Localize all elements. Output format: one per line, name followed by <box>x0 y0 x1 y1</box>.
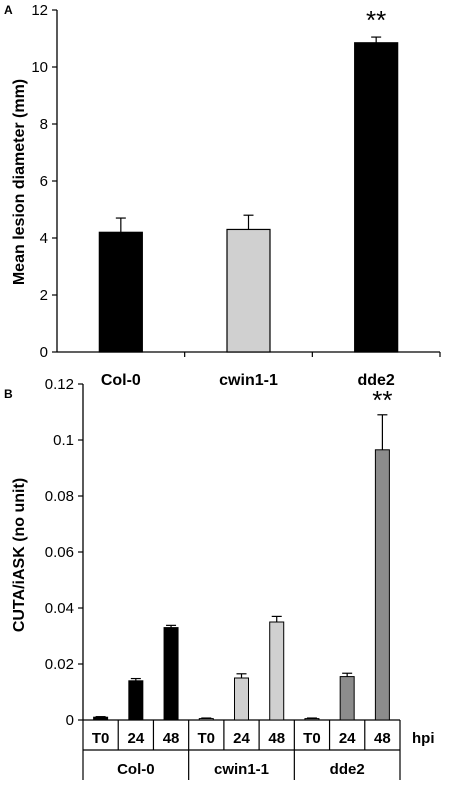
timepoint-label: T0 <box>303 730 321 747</box>
panel-a-chart: 0 2 4 6 8 10 12 Col-0 cwin1-1 dde2 ** <box>31 2 441 389</box>
y-tick-label: 0.02 <box>45 656 74 673</box>
x-tick-label: Col-0 <box>101 372 141 389</box>
panel-b-label: B <box>4 387 13 401</box>
group-label: cwin1-1 <box>214 761 269 778</box>
y-tick-label: 0.04 <box>45 600 74 617</box>
y-tick-label: 10 <box>31 59 48 76</box>
y-tick-label: 2 <box>40 287 48 304</box>
bar <box>163 627 179 721</box>
bar <box>374 449 390 721</box>
group-label: Col-0 <box>117 761 155 778</box>
timepoint-label: 24 <box>339 730 356 747</box>
y-tick-label: 8 <box>40 116 48 133</box>
timepoint-label: T0 <box>92 730 110 747</box>
bar <box>226 228 271 353</box>
y-tick-label: 0 <box>66 712 74 729</box>
bar <box>304 718 320 721</box>
panel-a-label: A <box>4 3 13 17</box>
timepoint-label: 48 <box>374 730 391 747</box>
timepoint-label: 48 <box>163 730 180 747</box>
group-label: dde2 <box>330 761 365 778</box>
y-tick-label: 6 <box>40 173 48 190</box>
timepoint-label: 48 <box>268 730 285 747</box>
bar <box>234 677 249 721</box>
y-tick-label: 0.1 <box>53 432 74 449</box>
panel-a: A Mean lesion diameter (mm) 0 2 4 6 8 10 12 Col… <box>4 2 441 389</box>
x-tick-label: cwin1-1 <box>219 372 278 389</box>
panel-b-chart: 0 0.02 0.04 0.06 0.08 0.1 0.12 T0 24 48 Col-0 T0 24 4… <box>45 376 435 780</box>
bar <box>198 718 214 721</box>
bar <box>339 676 355 721</box>
significance-marker: ** <box>372 385 392 415</box>
timepoint-label: 24 <box>127 730 144 747</box>
bar <box>269 621 285 721</box>
time-unit-label: hpi <box>412 730 435 747</box>
timepoint-label: 24 <box>233 730 250 747</box>
bar <box>354 42 399 353</box>
y-tick-label: 0.12 <box>45 376 74 393</box>
panel-b-y-axis-label: CUTA/iASK (no unit) <box>11 478 28 632</box>
y-tick-label: 12 <box>31 2 48 19</box>
significance-marker: ** <box>366 5 386 35</box>
y-tick-label: 0.08 <box>45 488 74 505</box>
bar <box>93 716 109 721</box>
y-tick-label: 0.06 <box>45 544 74 561</box>
y-tick-label: 0 <box>40 344 48 361</box>
bar <box>98 231 143 353</box>
timepoint-label: T0 <box>198 730 216 747</box>
x-tick-label: dde2 <box>357 372 394 389</box>
panel-a-y-axis-label: Mean lesion diameter (mm) <box>11 79 28 285</box>
panel-b: B CUTA/iASK (no unit) 00.020.040.060.080… <box>4 376 435 780</box>
y-tick-label: 4 <box>40 230 48 247</box>
bar <box>128 680 144 721</box>
